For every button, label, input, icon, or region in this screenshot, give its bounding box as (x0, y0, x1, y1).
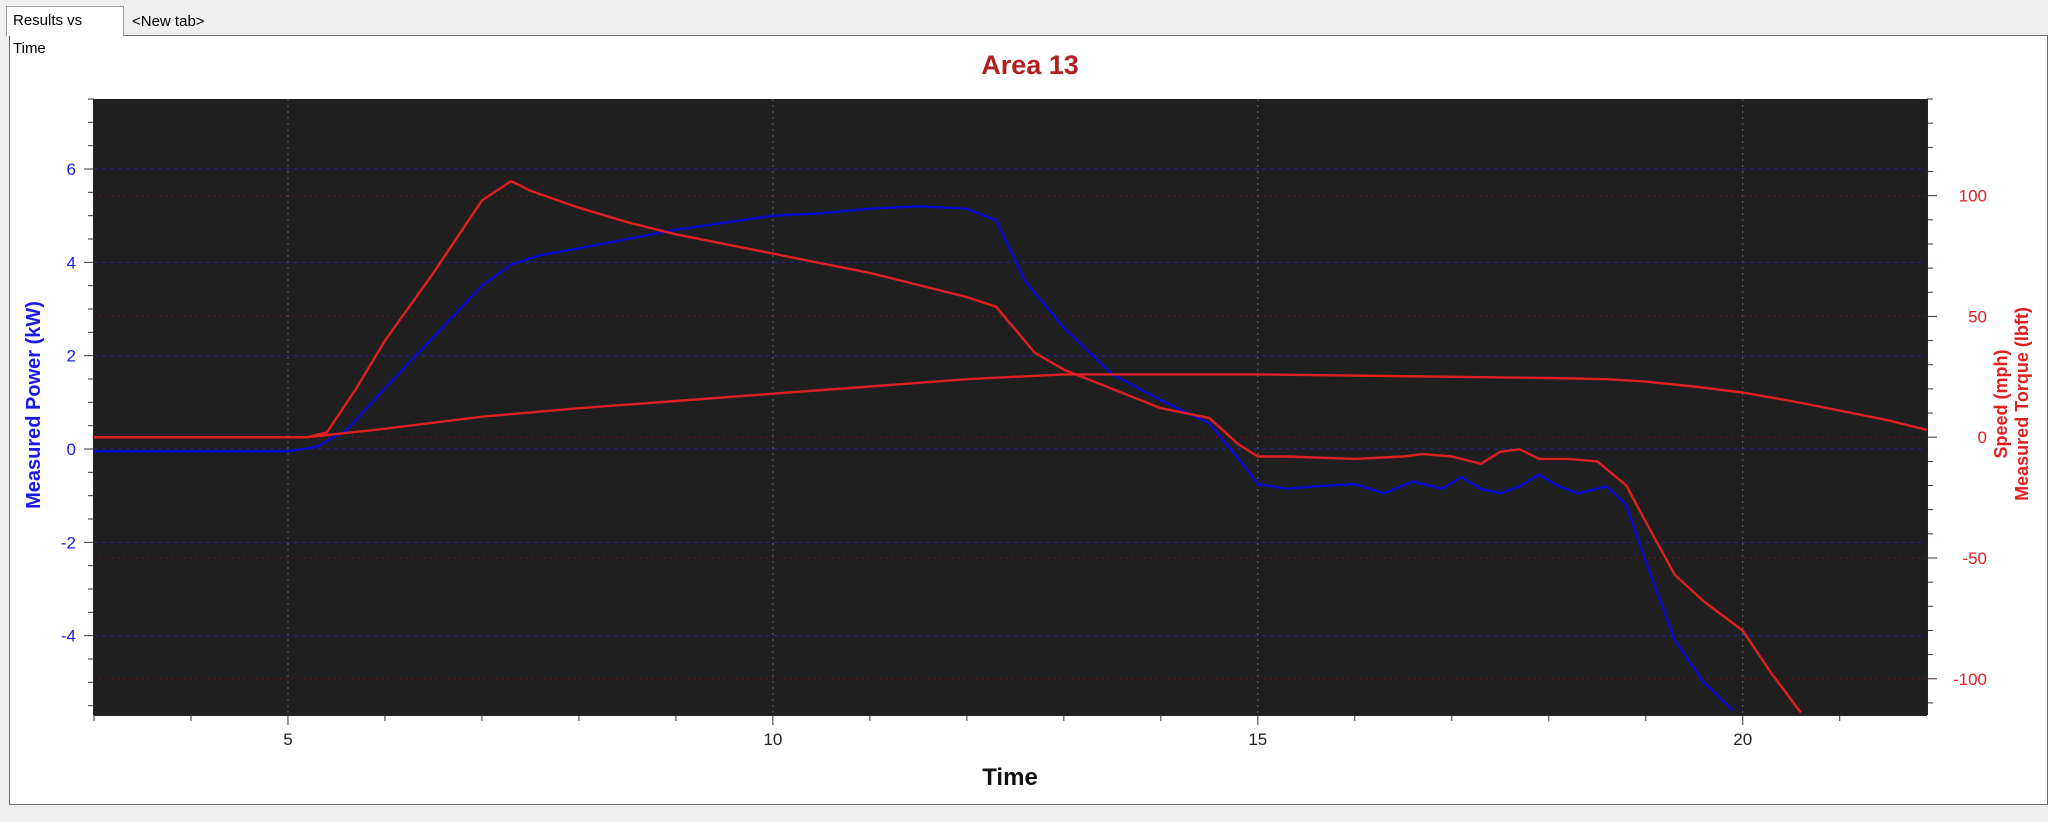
y-right-tick-label: -100 (1953, 670, 1987, 689)
series-line-measured-power-kw (94, 205, 1734, 712)
x-tick-label: 20 (1733, 730, 1752, 749)
y-left-tick-label: 6 (67, 160, 76, 179)
series-line-speed-mph (94, 373, 1928, 439)
tab-bar: Results vs Time <New tab> (0, 0, 2048, 57)
x-axis-label: Time (982, 764, 1038, 791)
y-right-axis-label-torque: Measured Torque (lbft) (2012, 307, 2032, 501)
y-right-tick-label: -50 (1962, 549, 1987, 568)
plot-area (94, 99, 1927, 715)
x-tick-label: 10 (763, 730, 782, 749)
y-right-tick-label: 100 (1959, 187, 1987, 206)
y-left-tick-label: -4 (61, 627, 76, 646)
tab-results-vs-time[interactable]: Results vs Time (6, 6, 124, 57)
y-left-axis-label: Measured Power (kW) (23, 301, 45, 509)
y-right-tick-label: 0 (1978, 428, 1987, 447)
tab-new-tab[interactable]: <New tab> (132, 13, 205, 30)
x-tick-label: 5 (283, 730, 292, 749)
series-line-measured-torque-lbft (94, 179, 1802, 714)
y-left-tick-label: 0 (67, 440, 76, 459)
chart-title: Area 13 (981, 50, 1079, 80)
y-right-axis-label-speed: Speed (mph) (1991, 349, 2011, 458)
y-left-tick-label: 4 (67, 253, 76, 272)
y-left-tick-label: 2 (67, 347, 76, 366)
x-tick-label: 15 (1248, 730, 1267, 749)
y-left-tick-label: -2 (61, 533, 76, 552)
status-bar (0, 806, 2048, 822)
y-right-tick-label: 50 (1968, 307, 1987, 326)
